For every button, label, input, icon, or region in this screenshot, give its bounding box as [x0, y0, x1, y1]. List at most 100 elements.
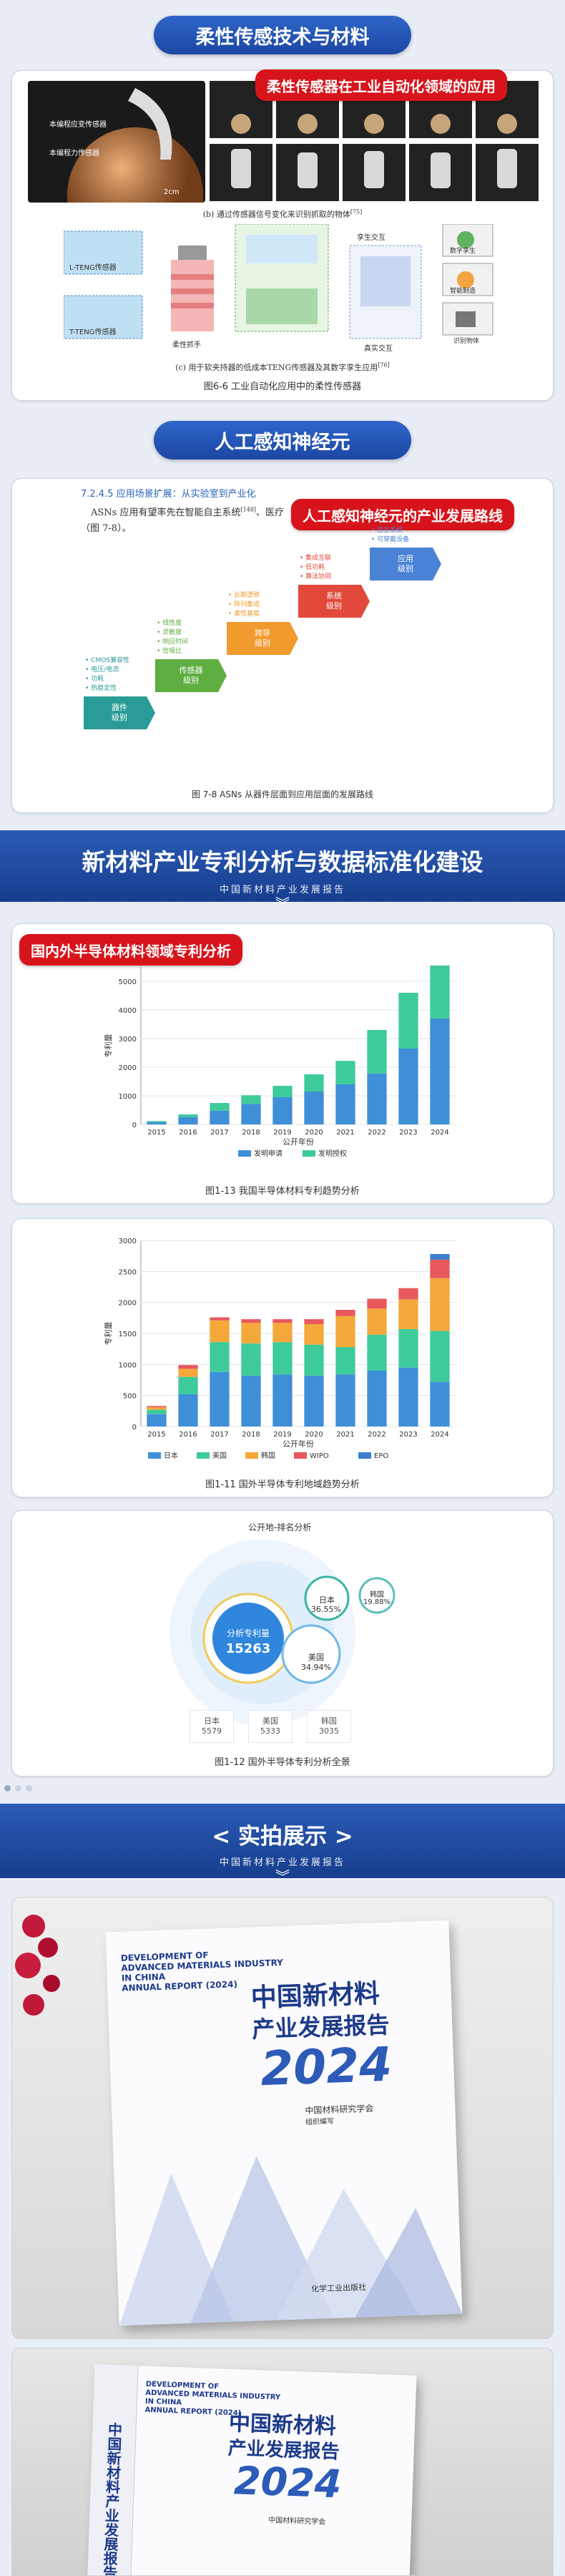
bar-日本-2015 — [147, 1414, 167, 1426]
legend-swatch-韩国 — [245, 1452, 258, 1459]
bar-韩国-2023 — [398, 1299, 418, 1329]
bar-发明授权-2018 — [241, 1095, 261, 1104]
book-author-sub: 组织编写 — [305, 2117, 335, 2127]
gripper-label: 柔性抓手 — [172, 341, 201, 349]
total-value: 15263 — [225, 1641, 271, 1656]
figure-7-8-caption: 图 7-8 ASNs 从器件层面到应用层面的发展路线 — [191, 789, 374, 799]
x-tick-label: 2017 — [210, 1129, 228, 1137]
bar-美国-2021 — [335, 1347, 355, 1375]
legend-label-美国: 美国 — [212, 1451, 227, 1460]
scale-label: 2cm — [164, 188, 180, 196]
legend-label-发明申请: 发明申请 — [254, 1149, 282, 1158]
bar-发明申请-2017 — [210, 1110, 230, 1124]
bar-发明申请-2022 — [367, 1073, 387, 1124]
chart-card-foreign-overview: 公开地-排名分析 分析专利量 15263 美国 34.94% 日本 36.55%… — [11, 1510, 554, 1777]
photo-showcase-banner: < 实拍展示 > 中国新材料产业发展报告 ︾ — [0, 1804, 565, 1884]
carousel-dot-3[interactable] — [26, 1785, 32, 1792]
figure-6-6-caption: 图6-6 工业自动化应用中的柔性传感器 — [203, 381, 362, 392]
bar-发明授权-2019 — [272, 1086, 293, 1097]
y-tick-label: 0 — [132, 1424, 137, 1432]
body-text-line1: ASNs 应用有望率先在智能自主系统[148]、医疗 — [91, 506, 285, 518]
stair-step-2: 传感器 级别 — [155, 659, 227, 692]
bar-发明申请-2015 — [147, 1122, 167, 1124]
stair-bullet: • 响应时间 — [157, 638, 189, 646]
bar-韩国-2015 — [147, 1407, 167, 1410]
carousel-dot-2[interactable] — [15, 1785, 21, 1792]
bar-WIPO-2017 — [210, 1317, 230, 1321]
section-title-flexible-sensing: 柔性传感技术与材料 — [154, 16, 411, 54]
carousel-dots[interactable] — [4, 1785, 32, 1792]
bar-发明授权-2020 — [304, 1074, 324, 1092]
bar-美国-2016 — [178, 1376, 198, 1394]
teng-diagram-art — [63, 223, 493, 339]
book-cover-1: DEVELOPMENT OF ADVANCED MATERIALS INDUST… — [105, 1920, 463, 2326]
bar-美国-2022 — [367, 1334, 387, 1371]
bar-发明申请-2021 — [335, 1084, 355, 1124]
bar-日本-2018 — [241, 1375, 261, 1426]
stair-bullet: • 阵列集成 — [228, 601, 260, 608]
legend-swatch-WIPO — [294, 1452, 307, 1459]
strain-sensor-label: 本编程应变传感器 — [49, 121, 107, 129]
stair-bullet: • 柔性基底 — [228, 611, 260, 618]
callout-industry-roadmap: 人工感知神经元的产业发展路线 — [291, 499, 514, 530]
legend-label-韩国: 韩国 — [261, 1451, 275, 1460]
stair-bullet: • 线性度 — [157, 620, 182, 627]
stair-bullet: • 信噪比 — [157, 648, 182, 655]
stair-step-1: 器件 级别 — [84, 696, 155, 729]
smart-manufacturing-label: 智能制造 — [450, 288, 476, 295]
chart-card-domestic-trend: 国内外半导体材料领域专利分析 0 1000 2000 3000 4000 5000 2015… — [11, 923, 554, 1204]
callout-patent-analysis: 国内外半导体材料领域专利分析 — [19, 934, 242, 966]
bar-美国-2023 — [398, 1328, 418, 1368]
share-us-percent: 34.94% — [301, 1663, 331, 1672]
bar-韩国-2022 — [367, 1308, 387, 1335]
bar-发明授权-2016 — [178, 1114, 198, 1117]
x-tick-label: 2022 — [368, 1129, 385, 1137]
carousel-dot-1[interactable] — [4, 1785, 11, 1792]
book-spine-title: 中国新材料产业发展报告 — [100, 2421, 123, 2576]
x-axis-title: 公开年份 — [282, 1439, 314, 1449]
x-tick-label: 2018 — [242, 1129, 260, 1137]
roadmap-staircase: 器件 级别 • CMOS兼容性 • 电压/电流 • 功耗 • 热稳定性 传感器 级别 • 线… — [84, 527, 513, 758]
force-sensor-label: 本编程力传感器 — [49, 150, 99, 157]
section-heading-7-2-4-5: 7.2.4.5 应用场景扩展：从实验室到产业化 — [81, 489, 256, 500]
x-tick-label: 2018 — [242, 1431, 260, 1439]
x-tick-label: 2017 — [210, 1431, 228, 1439]
y-tick-label: 2000 — [119, 1064, 137, 1072]
y-axis-title: 专利量 — [103, 1034, 113, 1058]
x-tick-label: 2016 — [179, 1431, 197, 1439]
bar-日本-2017 — [210, 1371, 230, 1426]
stair-bullets-4: • 集成互联 • 低功耗 • 算法协同 — [300, 554, 331, 582]
subfigure-b-caption: (b) 通过传感器信号变化来识别抓取的物体[75] — [202, 208, 363, 219]
total-label: 分析专利量 — [227, 1628, 270, 1638]
legend-swatch-日本 — [148, 1452, 161, 1459]
bar-日本-2016 — [178, 1394, 198, 1426]
y-axis-title: 专利量 — [103, 1322, 113, 1346]
figure-card-flexible-sensors: 本编程应变传感器 本编程力传感器 2cm 柔性传感器在工业自动化领域的应用 (b… — [11, 69, 554, 401]
twin-interaction-label: 孪生交互 — [357, 234, 385, 242]
bar-日本-2023 — [398, 1367, 418, 1426]
bar-发明授权-2021 — [335, 1061, 355, 1084]
banner-title: 新材料产业专利分析与数据标准化建设 — [82, 848, 483, 876]
count-kr-name: 韩国 — [321, 1716, 337, 1726]
x-axis-title: 公开年份 — [282, 1137, 314, 1147]
count-box-us: 美国 5333 — [248, 1710, 293, 1743]
bar-日本-2020 — [304, 1375, 324, 1426]
x-tick-label: 2023 — [399, 1431, 417, 1439]
stair-step-4: 系统 级别 — [298, 585, 370, 618]
bar-WIPO-2021 — [335, 1310, 355, 1316]
y-tick-label: 4000 — [119, 1007, 137, 1015]
stair-step-3: 跨导 级别 — [227, 622, 298, 655]
chevron-down-icon: ︾ — [275, 1868, 290, 1885]
bar-美国-2020 — [304, 1344, 324, 1376]
count-us-name: 美国 — [262, 1716, 278, 1726]
bar-WIPO-2022 — [367, 1298, 387, 1309]
digital-twin-label: 数字孪生 — [450, 248, 476, 255]
book-photo-2: 中国新材料产业发展报告 DEVELOPMENT OF ADVANCED MATE… — [11, 2348, 554, 2576]
book2-author: 中国材料研究学会 — [268, 2516, 326, 2527]
y-tick-label: 1000 — [119, 1361, 137, 1369]
bar-发明授权-2023 — [398, 993, 418, 1049]
bar-WIPO-2024 — [430, 1259, 450, 1278]
stair-bullet: • 自主系统 — [371, 527, 403, 534]
foreign-patent-stacked-chart: 0 500 1000 1500 2000 2500 3000 2015 2016 2017 2018… — [103, 1238, 456, 1460]
legend-label-WIPO: WIPO — [310, 1452, 329, 1460]
